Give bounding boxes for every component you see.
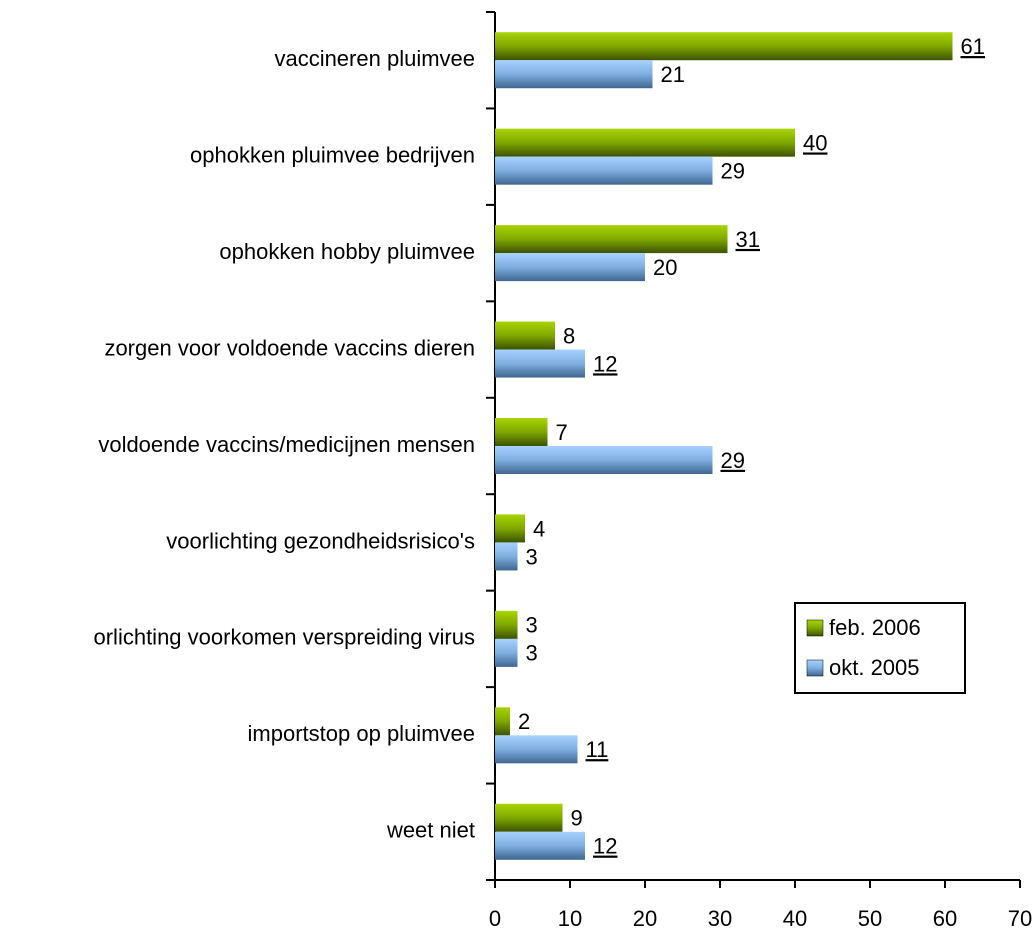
bar	[495, 446, 713, 474]
bar	[495, 610, 518, 639]
data-label: 11	[586, 737, 609, 762]
data-label: 3	[526, 641, 538, 666]
x-tick-label: 20	[633, 906, 657, 931]
legend-box	[794, 602, 966, 694]
x-tick-label: 60	[933, 906, 957, 931]
bar	[495, 735, 578, 764]
data-label: 4	[533, 516, 545, 541]
data-label: 8	[563, 323, 575, 348]
bar	[495, 514, 525, 543]
category-label: vaccineren pluimvee	[274, 46, 475, 71]
data-label: 29	[721, 158, 745, 183]
legend-swatch	[806, 659, 824, 677]
legend-swatch	[806, 619, 824, 637]
bar	[495, 418, 548, 446]
data-label: 12	[593, 834, 617, 859]
bar	[495, 321, 555, 350]
bar	[495, 707, 510, 736]
data-label: 3	[526, 613, 538, 638]
category-label: voorlichting gezondheidsrisico's	[166, 528, 475, 553]
data-label: 3	[526, 544, 538, 569]
bar	[495, 225, 728, 254]
data-label: 29	[721, 448, 745, 473]
data-label: 12	[593, 351, 617, 376]
category-label: orlichting voorkomen verspreiding virus	[94, 625, 476, 650]
bar	[495, 253, 645, 282]
legend-label: okt. 2005	[829, 655, 920, 680]
bar	[495, 638, 518, 667]
bar	[495, 60, 653, 89]
bar	[495, 803, 563, 832]
x-tick-label: 0	[489, 906, 501, 931]
category-label: zorgen voor voldoende vaccins dieren	[104, 335, 475, 360]
x-tick-label: 30	[708, 906, 732, 931]
bar	[495, 349, 585, 378]
data-label: 2	[518, 709, 530, 734]
category-label: voldoende vaccins/medicijnen mensen	[98, 432, 475, 457]
bar	[495, 831, 585, 860]
category-label: ophokken pluimvee bedrijven	[190, 142, 475, 167]
category-label: ophokken hobby pluimvee	[219, 239, 475, 264]
bar	[495, 32, 953, 61]
category-label: importstop op pluimvee	[248, 721, 475, 746]
x-tick-label: 50	[858, 906, 882, 931]
data-label: 40	[803, 130, 827, 155]
category-label: weet niet	[386, 818, 475, 843]
x-tick-label: 10	[558, 906, 582, 931]
data-label: 9	[571, 806, 583, 831]
data-label: 61	[961, 34, 985, 59]
bar	[495, 542, 518, 571]
data-label: 20	[653, 255, 677, 280]
bar	[495, 128, 795, 157]
x-tick-label: 40	[783, 906, 807, 931]
bar	[495, 156, 713, 185]
x-tick-label: 70	[1008, 906, 1032, 931]
legend-label: feb. 2006	[829, 615, 921, 640]
data-label: 21	[661, 62, 685, 87]
data-label: 7	[556, 420, 568, 445]
data-label: 31	[736, 227, 760, 252]
